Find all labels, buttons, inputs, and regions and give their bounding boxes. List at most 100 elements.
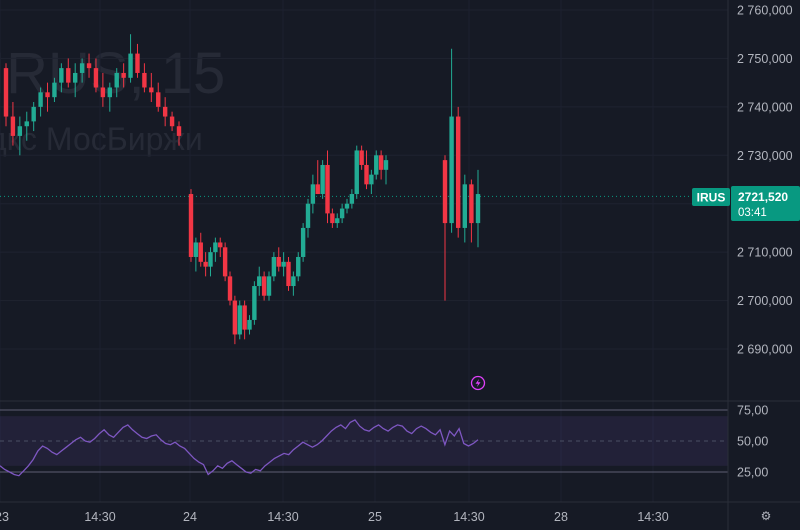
candle[interactable] — [149, 72, 154, 103]
candle[interactable] — [135, 43, 140, 78]
candle[interactable] — [237, 300, 242, 340]
candle[interactable] — [142, 63, 147, 93]
time-tick-label: 14:30 — [453, 510, 484, 524]
rsi-line[interactable] — [0, 419, 479, 477]
candle[interactable] — [100, 72, 106, 107]
candle[interactable] — [339, 203, 345, 224]
candle[interactable] — [232, 295, 238, 345]
rsi-axis[interactable]: 75,00 50,00 25,00 — [737, 404, 768, 480]
price-tick-label: 2 730,000 — [737, 149, 793, 163]
price-badge-countdown: 03:41 — [738, 207, 767, 219]
candle[interactable] — [203, 252, 208, 277]
candle[interactable] — [475, 169, 481, 248]
candle[interactable] — [247, 315, 252, 335]
time-tick-label: 14:30 — [637, 510, 668, 524]
candle[interactable] — [114, 68, 119, 98]
candle[interactable] — [354, 145, 359, 199]
candle[interactable] — [364, 150, 369, 190]
watermark-ticker: IRUS, 15 — [0, 41, 225, 106]
candle[interactable] — [193, 237, 199, 272]
candle[interactable] — [462, 174, 467, 243]
candle[interactable] — [162, 97, 168, 127]
candle[interactable] — [59, 63, 64, 93]
candle[interactable] — [286, 256, 291, 291]
candle[interactable] — [128, 34, 133, 83]
time-tick-label: 14:30 — [84, 510, 115, 524]
candle[interactable] — [296, 252, 301, 282]
candle[interactable] — [45, 82, 50, 112]
candle[interactable] — [330, 208, 335, 228]
candle[interactable] — [73, 63, 78, 98]
rsi-tick-label: 50,00 — [737, 435, 768, 449]
candle[interactable] — [374, 150, 379, 180]
rsi-pane — [0, 409, 728, 477]
candle[interactable] — [107, 82, 112, 112]
gear-icon[interactable]: ⚙ — [760, 509, 772, 523]
candle[interactable] — [79, 58, 85, 83]
candle[interactable] — [38, 87, 43, 117]
candle[interactable] — [198, 232, 203, 267]
price-badge-value: 2721,520 — [738, 190, 788, 204]
candle[interactable] — [52, 77, 57, 103]
price-tick-label: 2 690,000 — [737, 343, 793, 357]
candle[interactable] — [93, 58, 99, 93]
candle[interactable] — [276, 247, 281, 272]
candle[interactable] — [24, 111, 29, 141]
candle[interactable] — [378, 150, 384, 180]
time-tick-label: 28 — [554, 510, 568, 524]
candle[interactable] — [17, 116, 23, 156]
candle[interactable] — [449, 48, 454, 233]
candle[interactable] — [257, 266, 262, 296]
candle[interactable] — [213, 237, 218, 262]
candle[interactable] — [3, 63, 9, 127]
lightning-icon[interactable] — [470, 375, 486, 391]
candle[interactable] — [369, 169, 374, 195]
candle[interactable] — [359, 145, 364, 170]
candle[interactable] — [66, 58, 71, 88]
candle[interactable] — [121, 63, 126, 88]
candle[interactable] — [349, 189, 355, 209]
candle[interactable] — [456, 106, 461, 238]
candle[interactable] — [305, 198, 311, 238]
time-tick-label: 24 — [183, 510, 197, 524]
candle[interactable] — [10, 102, 16, 146]
candle[interactable] — [271, 252, 277, 282]
candle[interactable] — [242, 300, 247, 340]
candle[interactable] — [291, 271, 296, 296]
rsi-tick-label: 75,00 — [737, 404, 768, 418]
candle[interactable] — [315, 160, 320, 195]
candle[interactable] — [300, 223, 306, 262]
candle[interactable] — [281, 252, 286, 277]
candle[interactable] — [156, 82, 161, 112]
candle[interactable] — [169, 111, 175, 132]
candles[interactable] — [3, 34, 481, 345]
candle[interactable] — [469, 179, 474, 243]
candle[interactable] — [261, 271, 267, 301]
candle[interactable] — [344, 198, 350, 214]
candle[interactable] — [252, 281, 257, 325]
candle[interactable] — [310, 174, 316, 214]
candle[interactable] — [86, 53, 92, 78]
candle[interactable] — [383, 155, 389, 185]
candle[interactable] — [222, 242, 228, 282]
candle[interactable] — [208, 247, 213, 277]
candle[interactable] — [335, 213, 340, 228]
ticker-badge: IRUS — [692, 188, 730, 206]
candle[interactable] — [442, 155, 448, 301]
candle[interactable] — [320, 160, 325, 199]
time-tick-label: 14:30 — [267, 510, 298, 524]
candle[interactable] — [31, 102, 36, 132]
candle[interactable] — [188, 189, 194, 262]
price-tick-label: 2 760,000 — [737, 4, 793, 18]
price-tick-label: 2 750,000 — [737, 52, 793, 66]
candle[interactable] — [218, 237, 223, 257]
time-axis[interactable]: 23 14:30 24 14:30 25 14:30 28 14:30 — [0, 510, 669, 524]
candle[interactable] — [325, 150, 330, 224]
price-badge: 2721,520 03:41 — [731, 186, 800, 221]
candle[interactable] — [266, 271, 272, 301]
candle[interactable] — [176, 121, 182, 146]
candle[interactable] — [227, 271, 233, 306]
price-tick-label: 2 740,000 — [737, 100, 793, 114]
